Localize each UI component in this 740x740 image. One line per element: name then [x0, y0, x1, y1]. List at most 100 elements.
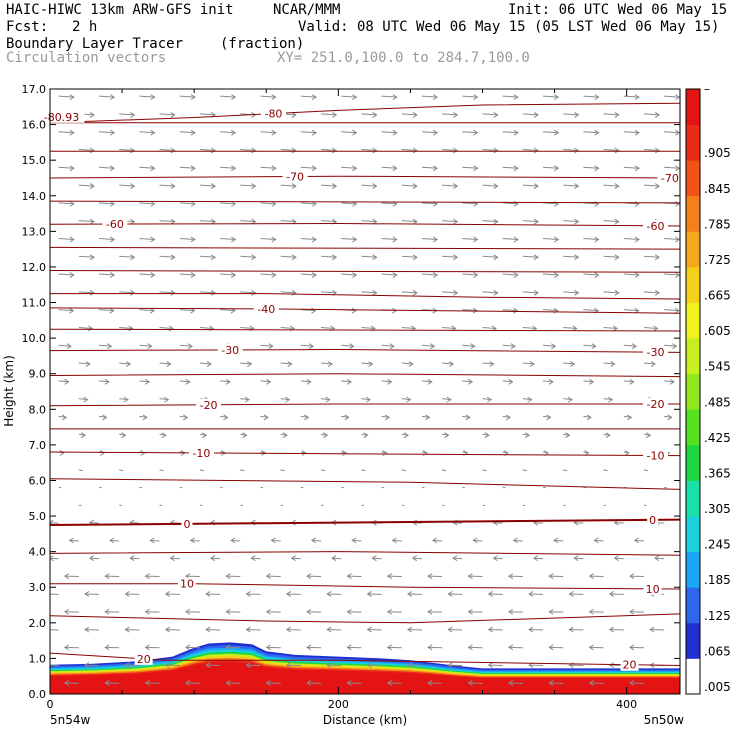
wind-vector — [603, 325, 619, 332]
wind-vector — [58, 94, 75, 101]
wind-vector — [563, 469, 568, 472]
wind-vector — [447, 662, 463, 669]
org-label: NCAR/MMM — [273, 2, 341, 18]
wind-vector — [300, 378, 312, 385]
wind-vector — [326, 662, 342, 669]
contour-label: -30 — [647, 346, 665, 359]
wind-vector — [462, 378, 474, 385]
contour-label: -60 — [106, 218, 124, 231]
wind-vector — [119, 183, 136, 190]
wind-vector — [366, 662, 382, 669]
wind-vector — [482, 432, 490, 439]
y-tick-label: 17.0 — [22, 83, 47, 96]
wind-vector — [563, 325, 578, 332]
wind-vector — [119, 325, 134, 332]
wind-vector — [629, 644, 644, 651]
wind-vector — [58, 450, 65, 456]
wind-vector — [78, 396, 89, 403]
wind-vector — [265, 608, 281, 615]
wind-vector — [482, 254, 499, 261]
wind-vector — [603, 218, 620, 225]
y-tick-label: 1.0 — [29, 652, 47, 665]
contour-line — [50, 348, 680, 353]
wind-vector — [184, 608, 200, 615]
wind-vector — [502, 272, 519, 278]
wind-vector — [482, 361, 495, 367]
init-time: Init: 06 UTC Wed 06 May 15 — [508, 2, 728, 18]
wind-vector — [119, 147, 136, 154]
wind-vector — [119, 111, 136, 118]
wind-vector — [179, 200, 196, 207]
wind-vector — [220, 414, 229, 421]
wind-vector — [623, 378, 635, 385]
colorbar-label: .305 — [704, 502, 731, 516]
wind-vector — [58, 414, 68, 421]
wind-vector — [240, 147, 257, 154]
wind-vector — [306, 608, 322, 615]
wind-vector — [588, 644, 604, 651]
wind-vector — [401, 432, 410, 439]
colorbar-swatch — [686, 658, 700, 695]
wind-vector — [522, 254, 540, 261]
wind-vector — [442, 183, 459, 190]
wind-vector — [563, 218, 580, 225]
wind-vector — [542, 414, 552, 421]
wind-vector — [391, 537, 402, 544]
wind-vector — [381, 378, 393, 385]
wind-vector — [427, 608, 443, 615]
wind-vector — [159, 432, 167, 439]
contour-labels: -80.93 -80 -70 -70 -60 -60 -40 -30 -30 -20 -20 -10 -… — [38, 107, 683, 672]
contour-line — [50, 246, 680, 250]
wind-vector — [260, 343, 274, 350]
colorbar-label: .545 — [704, 360, 731, 374]
colorbar: .005 .065 .125 .185 .245 .305 .365 .425 .485 .545… — [685, 82, 731, 695]
contour-label: -10 — [192, 447, 210, 460]
wind-vector — [623, 343, 638, 350]
wind-vector — [119, 361, 132, 367]
wind-vector — [583, 272, 600, 278]
wind-vector — [124, 591, 140, 597]
contour-label-bg — [657, 171, 683, 184]
wind-vector — [401, 254, 418, 261]
wind-vector — [285, 662, 301, 669]
wind-vector — [205, 626, 221, 633]
wind-vector — [346, 608, 362, 615]
wind-vector — [240, 289, 257, 296]
wind-vector — [502, 307, 519, 314]
wind-vector — [225, 644, 241, 651]
colorbar-swatch — [686, 89, 700, 125]
wind-vector — [543, 165, 560, 172]
wind-vector — [260, 272, 277, 278]
wind-vector — [366, 591, 382, 597]
wind-vector — [482, 111, 499, 118]
wind-vector — [467, 679, 483, 686]
colorbar-label: .485 — [704, 395, 731, 409]
wind-vector — [623, 272, 640, 278]
valid-time: Valid: 08 UTC Wed 06 May 15 (05 LST Wed … — [298, 19, 720, 35]
wind-vector — [159, 361, 172, 367]
wind-vector — [462, 236, 479, 243]
wind-vector — [462, 343, 476, 350]
wind-vector — [421, 343, 436, 350]
wind-vector — [310, 537, 322, 544]
wind-vector — [629, 573, 644, 580]
wind-vector — [179, 94, 196, 101]
wind-vector — [649, 626, 665, 633]
wind-vector — [98, 343, 113, 350]
wind-vector — [502, 129, 519, 136]
y-axis-title: Height (km) — [2, 355, 16, 426]
wind-vector — [583, 343, 597, 350]
wind-vector — [543, 129, 560, 136]
contour-label-bg — [217, 343, 243, 356]
contour-label-bg — [642, 346, 668, 359]
wind-vector — [199, 325, 215, 332]
wind-vector — [139, 307, 156, 314]
plot-frame — [49, 88, 681, 695]
wind-vector — [452, 555, 463, 562]
contour-label: 20 — [623, 659, 637, 672]
wind-vector — [179, 378, 191, 385]
wind-vector — [179, 236, 196, 243]
wind-vector — [199, 254, 217, 261]
wind-vector — [63, 679, 79, 686]
wind-vector — [179, 272, 196, 278]
